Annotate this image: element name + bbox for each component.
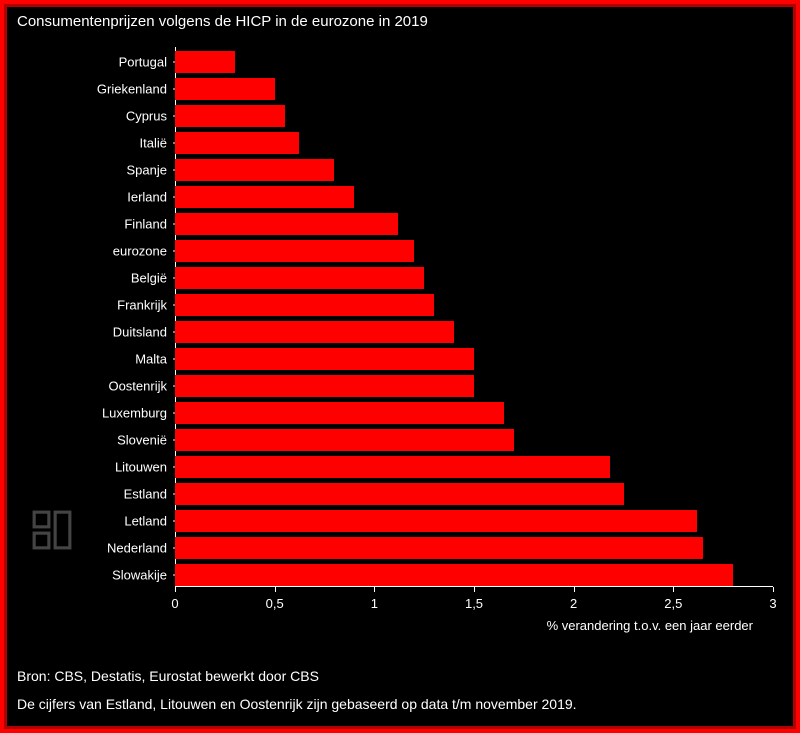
inner-frame: Consumentenprijzen volgens de HICP in de…	[7, 7, 793, 726]
y-axis-label: Duitsland	[33, 326, 173, 339]
chart-area: Portugal Griekenland Cyprus Italië Spanje Ier…	[27, 47, 773, 607]
y-axis-label: Spanje	[33, 164, 173, 177]
bar	[175, 321, 454, 343]
bar	[175, 78, 275, 100]
y-axis-label: Oostenrijk	[33, 380, 173, 393]
bar	[175, 294, 434, 316]
x-tick	[673, 587, 674, 592]
bar	[175, 132, 299, 154]
y-axis-label: Portugal	[33, 56, 173, 69]
y-axis-label: Frankrijk	[33, 299, 173, 312]
y-axis-label: Cyprus	[33, 110, 173, 123]
y-axis-label: België	[33, 272, 173, 285]
footnote-text: De cijfers van Estland, Litouwen en Oost…	[17, 696, 577, 712]
bar	[175, 240, 414, 262]
x-tick	[175, 587, 176, 592]
y-axis-label: Luxemburg	[33, 407, 173, 420]
y-axis-label: Slovenië	[33, 434, 173, 447]
bar	[175, 105, 285, 127]
outer-frame: Consumentenprijzen volgens de HICP in de…	[0, 0, 800, 733]
bar	[175, 348, 474, 370]
x-axis-title: % verandering t.o.v. een jaar eerder	[547, 618, 753, 633]
y-axis-line	[175, 47, 176, 587]
y-axis-label: Malta	[33, 353, 173, 366]
source-text: Bron: CBS, Destatis, Eurostat bewerkt do…	[17, 668, 319, 684]
bar	[175, 159, 334, 181]
x-tick-label: 1	[371, 596, 378, 611]
x-tick-label: 1,5	[465, 596, 483, 611]
x-tick-label: 2,5	[664, 596, 682, 611]
bar	[175, 186, 354, 208]
x-tick-label: 0,5	[266, 596, 284, 611]
bar	[175, 537, 703, 559]
cbs-logo-icon	[31, 509, 73, 551]
y-axis-labels: Portugal Griekenland Cyprus Italië Spanje Ier…	[27, 47, 173, 587]
x-tick	[773, 587, 774, 592]
y-axis-label: Griekenland	[33, 83, 173, 96]
chart-title: Consumentenprijzen volgens de HICP in de…	[17, 13, 428, 30]
bar	[175, 375, 474, 397]
bar	[175, 429, 514, 451]
bar	[175, 483, 624, 505]
y-axis-label: Finland	[33, 218, 173, 231]
y-axis-label: Litouwen	[33, 461, 173, 474]
x-tick-label: 0	[171, 596, 178, 611]
x-tick	[474, 587, 475, 592]
bar	[175, 564, 733, 586]
plot-area: % verandering t.o.v. een jaar eerder 00,…	[175, 47, 773, 587]
y-axis-label: Slowakije	[33, 569, 173, 582]
x-tick-label: 3	[769, 596, 776, 611]
bar	[175, 213, 398, 235]
x-tick	[275, 587, 276, 592]
y-axis-label: Ierland	[33, 191, 173, 204]
x-tick-label: 2	[570, 596, 577, 611]
bar	[175, 456, 610, 478]
y-axis-label: Estland	[33, 488, 173, 501]
y-axis-label: Italië	[33, 137, 173, 150]
bar	[175, 402, 504, 424]
bar	[175, 51, 235, 73]
y-axis-label: eurozone	[33, 245, 173, 258]
bar	[175, 510, 697, 532]
x-tick	[574, 587, 575, 592]
x-tick	[374, 587, 375, 592]
bar	[175, 267, 424, 289]
